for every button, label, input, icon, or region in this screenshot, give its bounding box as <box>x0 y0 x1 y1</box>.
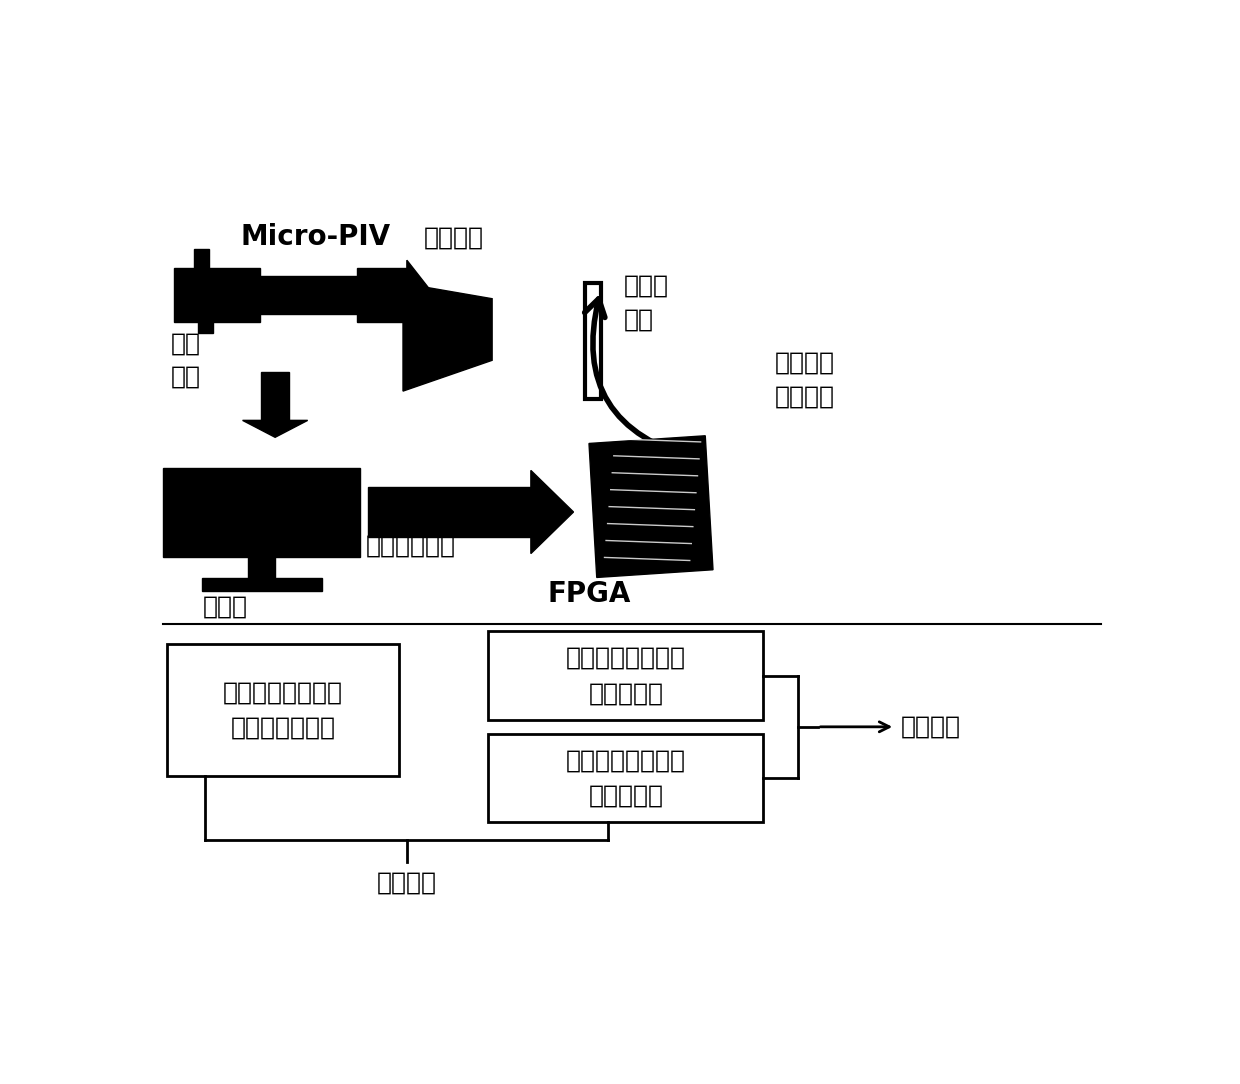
Polygon shape <box>243 421 308 437</box>
FancyArrowPatch shape <box>584 299 698 460</box>
Polygon shape <box>403 283 492 391</box>
Text: 视觉
测量: 视觉 测量 <box>171 332 201 389</box>
Text: 工作站: 工作站 <box>202 595 247 619</box>
Text: 微流控
芯片: 微流控 芯片 <box>624 274 668 332</box>
Polygon shape <box>193 248 210 268</box>
Polygon shape <box>368 488 531 537</box>
Polygon shape <box>531 470 573 554</box>
Text: Micro-PIV: Micro-PIV <box>241 223 391 251</box>
Polygon shape <box>357 268 407 322</box>
Text: 信息融合: 信息融合 <box>900 714 961 739</box>
Polygon shape <box>589 436 713 578</box>
Text: 基于深度学习的滚
动跟踪控制: 基于深度学习的滚 动跟踪控制 <box>565 748 686 808</box>
FancyBboxPatch shape <box>166 644 399 776</box>
Text: 反射光路: 反射光路 <box>423 225 484 249</box>
Bar <box>585 283 600 399</box>
Text: 浓度调节模型的滚
动跟踪控制: 浓度调节模型的滚 动跟踪控制 <box>565 646 686 706</box>
Polygon shape <box>262 372 289 421</box>
Polygon shape <box>259 275 357 314</box>
Text: FPGA: FPGA <box>547 580 631 608</box>
Polygon shape <box>175 268 259 322</box>
Polygon shape <box>248 557 275 578</box>
Polygon shape <box>407 260 434 330</box>
FancyBboxPatch shape <box>489 734 764 823</box>
Polygon shape <box>162 468 361 557</box>
Text: 输出指令
驱动微泵: 输出指令 驱动微泵 <box>775 351 835 409</box>
Polygon shape <box>197 322 213 334</box>
Polygon shape <box>201 578 321 591</box>
Text: 粒子移动时空演化
模型的最优控制: 粒子移动时空演化 模型的最优控制 <box>223 680 343 739</box>
FancyBboxPatch shape <box>489 631 764 720</box>
Text: 最优控制结果: 最优控制结果 <box>366 533 456 557</box>
Text: 串级控制: 串级控制 <box>377 870 436 894</box>
